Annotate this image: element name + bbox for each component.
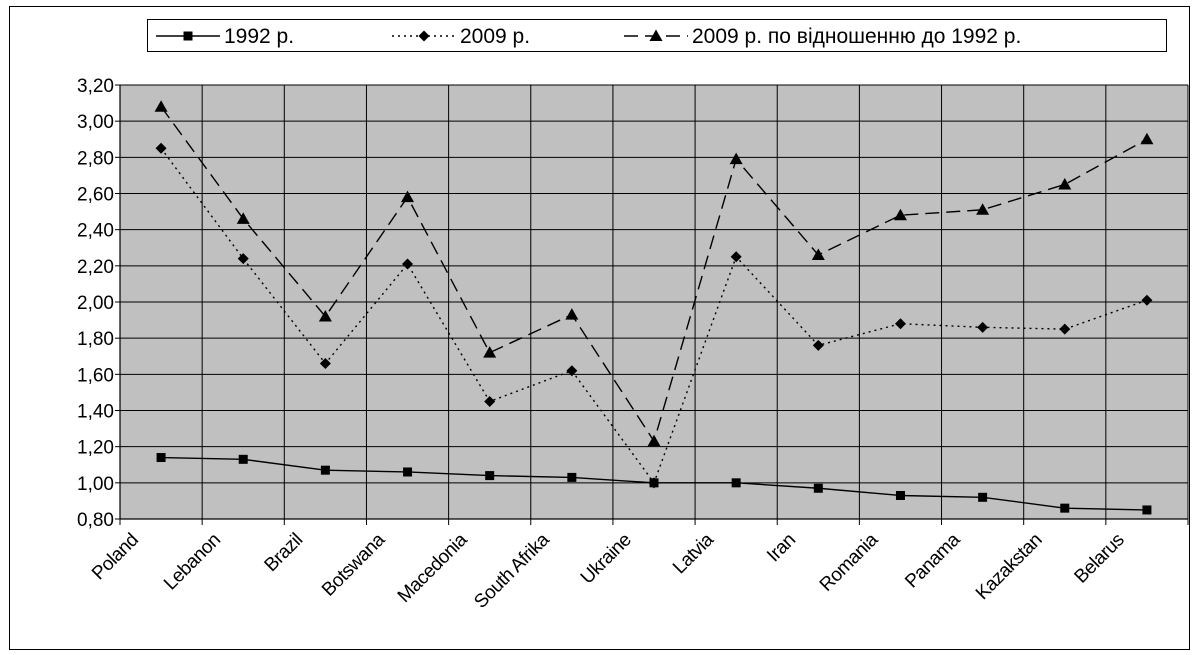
data-point-series-1 <box>156 453 166 463</box>
legend-label-series-1: 1992 р. <box>224 25 294 48</box>
y-axis-ticks: 0,80 1,00 1,20 1,40 1,60 1,80 2,00 2,20 2,40 2,60… <box>77 76 120 531</box>
y-tick-label: 0,80 <box>77 510 114 531</box>
y-tick-label: 2,20 <box>77 257 114 278</box>
data-point-series-2 <box>730 251 742 263</box>
data-point-series-2 <box>648 477 660 489</box>
data-point-series-2 <box>237 253 249 265</box>
data-point-series-3 <box>565 308 579 320</box>
legend-marker-series-1 <box>183 31 193 41</box>
y-tick-label: 1,00 <box>77 474 114 495</box>
data-point-series-1 <box>567 472 577 482</box>
y-tick-label: 3,20 <box>77 76 114 97</box>
y-tick-label: 2,40 <box>77 221 114 242</box>
data-point-series-3 <box>154 100 168 112</box>
data-point-series-3 <box>729 152 743 165</box>
data-point-series-3 <box>236 212 250 224</box>
data-point-series-3 <box>401 190 415 203</box>
legend: 1992 р. 2009 р. 2009 р. по відношенню до 1… <box>147 19 1167 52</box>
y-tick-label: 1,20 <box>77 438 114 459</box>
data-point-series-1 <box>238 454 248 464</box>
data-point-series-3 <box>483 346 497 358</box>
y-tick-label: 2,00 <box>77 293 114 314</box>
data-point-series-3 <box>1140 132 1154 145</box>
data-point-series-1 <box>731 478 741 488</box>
y-tick-label: 3,00 <box>77 112 114 133</box>
data-point-series-3 <box>1058 177 1072 190</box>
data-point-series-3 <box>647 434 661 447</box>
data-point-series-3 <box>893 208 907 221</box>
data-point-series-1 <box>978 492 988 502</box>
y-tick-label: 1,60 <box>77 365 114 386</box>
data-point-series-2 <box>566 365 578 377</box>
data-point-series-3 <box>318 309 332 322</box>
data-point-series-2 <box>1141 294 1153 306</box>
data-point-series-1 <box>320 465 330 475</box>
series-group <box>154 100 1154 515</box>
grid-lines <box>120 84 1189 519</box>
data-point-series-3 <box>811 248 825 260</box>
y-tick-label: 2,60 <box>77 185 114 206</box>
data-point-series-2 <box>319 357 331 369</box>
data-point-series-1 <box>1142 505 1152 515</box>
data-point-series-2 <box>1059 323 1071 335</box>
data-point-series-2 <box>402 258 414 270</box>
data-point-series-1 <box>403 467 413 477</box>
data-point-series-1 <box>895 490 905 500</box>
data-point-series-2 <box>894 318 906 330</box>
legend-marker-series-3 <box>649 29 663 41</box>
data-point-series-1 <box>485 471 495 481</box>
legend-label-series-3: 2009 р. по відношенню до 1992 р. <box>692 25 1021 48</box>
y-tick-label: 1,80 <box>77 329 114 350</box>
legend-label-series-2: 2009 р. <box>460 25 530 48</box>
data-point-series-3 <box>976 203 990 215</box>
legend-marker-series-2 <box>418 30 430 42</box>
data-point-series-2 <box>977 321 989 333</box>
data-point-series-1 <box>813 483 823 493</box>
y-tick-label: 1,40 <box>77 402 114 423</box>
y-tick-label: 2,80 <box>77 148 114 169</box>
data-point-series-2 <box>484 395 496 407</box>
data-point-series-1 <box>1060 503 1070 513</box>
data-point-series-2 <box>812 339 824 351</box>
data-point-series-2 <box>155 142 167 154</box>
